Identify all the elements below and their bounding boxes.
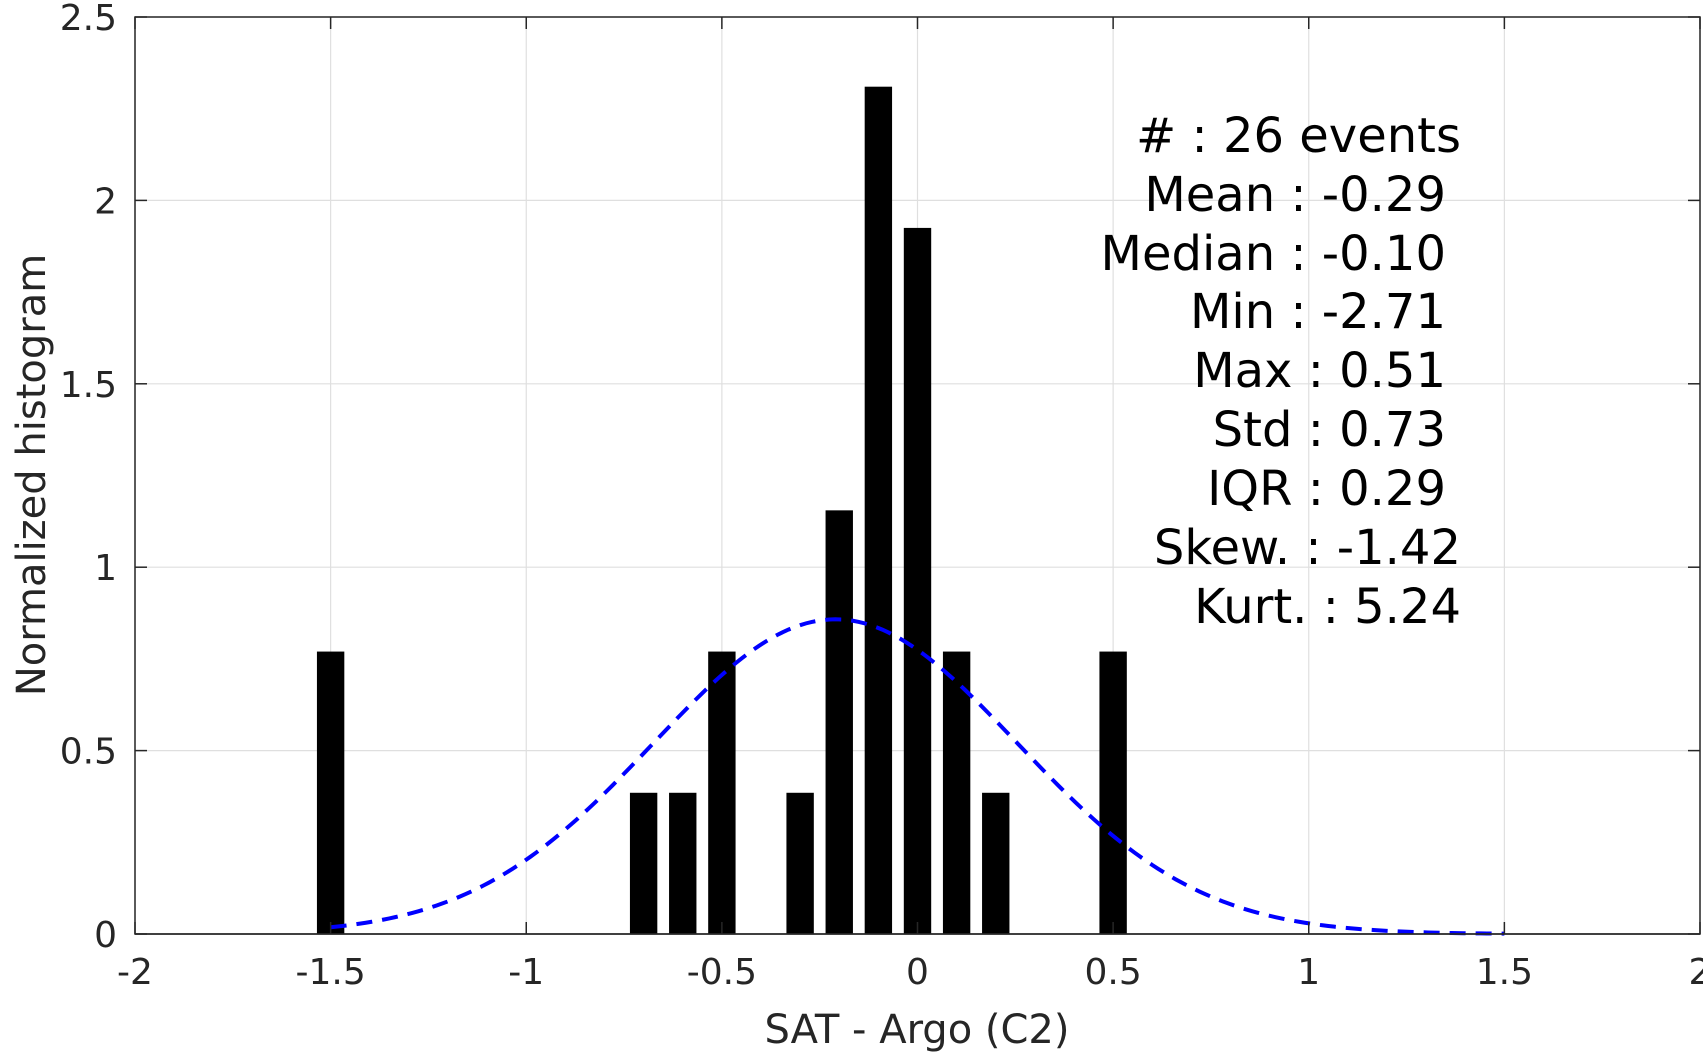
stat-iqr: IQR : 0.29: [1207, 461, 1446, 517]
y-tick-label: 2.5: [60, 0, 117, 39]
x-tick-label: 1: [1297, 952, 1320, 993]
x-axis-label: SAT - Argo (C2): [765, 1007, 1070, 1053]
histogram-bar: [825, 510, 853, 934]
histogram-bar: [982, 792, 1010, 934]
x-tick-label: 2: [1689, 952, 1703, 993]
stat-min: Min : -2.71: [1190, 284, 1446, 340]
histogram-bars: [316, 86, 1127, 934]
x-tick-label: 0: [906, 952, 929, 993]
stat-kurt: Kurt. : 5.24: [1194, 579, 1461, 635]
y-tick-label: 0: [94, 915, 117, 956]
stat-std: Std : 0.73: [1213, 402, 1446, 458]
x-tick-label: -2: [117, 952, 153, 993]
axis-ticks: [134, 16, 1701, 935]
y-tick-label: 2: [94, 181, 117, 222]
histogram-bar: [316, 651, 345, 934]
x-tick-label: 1.5: [1476, 952, 1533, 993]
histogram-bar: [903, 227, 932, 934]
stat-max: Max : 0.51: [1193, 343, 1446, 399]
histogram-bar: [708, 651, 736, 934]
x-tick-label: 0.5: [1084, 952, 1141, 993]
y-tick-label: 1.5: [60, 365, 117, 406]
stat-skew: Skew. : -1.42: [1154, 520, 1461, 576]
y-tick-labels: 0 0.5 1 1.5 2 2.5: [60, 0, 117, 956]
x-tick-label: -1: [508, 952, 544, 993]
histogram-bar: [1099, 651, 1127, 934]
stat-count: # : 26 events: [1136, 108, 1461, 164]
stats-annotation: # : 26 events Mean : -0.29 Median : -0.1…: [1101, 108, 1461, 635]
x-tick-labels: -2 -1.5 -1 -0.5 0 0.5 1 1.5 2: [117, 952, 1703, 993]
y-tick-label: 0.5: [60, 732, 117, 773]
x-tick-label: -1.5: [296, 952, 366, 993]
histogram-bar: [942, 651, 971, 934]
y-axis-label: Normalized histogram: [9, 254, 55, 696]
x-tick-label: -0.5: [687, 952, 757, 993]
histogram-bar: [629, 792, 658, 934]
y-tick-label: 1: [94, 548, 117, 589]
histogram-bar: [786, 792, 814, 934]
histogram-bar: [864, 86, 893, 934]
histogram-bar: [669, 792, 697, 934]
stat-median: Median : -0.10: [1101, 226, 1446, 282]
stat-mean: Mean : -0.29: [1144, 167, 1446, 223]
